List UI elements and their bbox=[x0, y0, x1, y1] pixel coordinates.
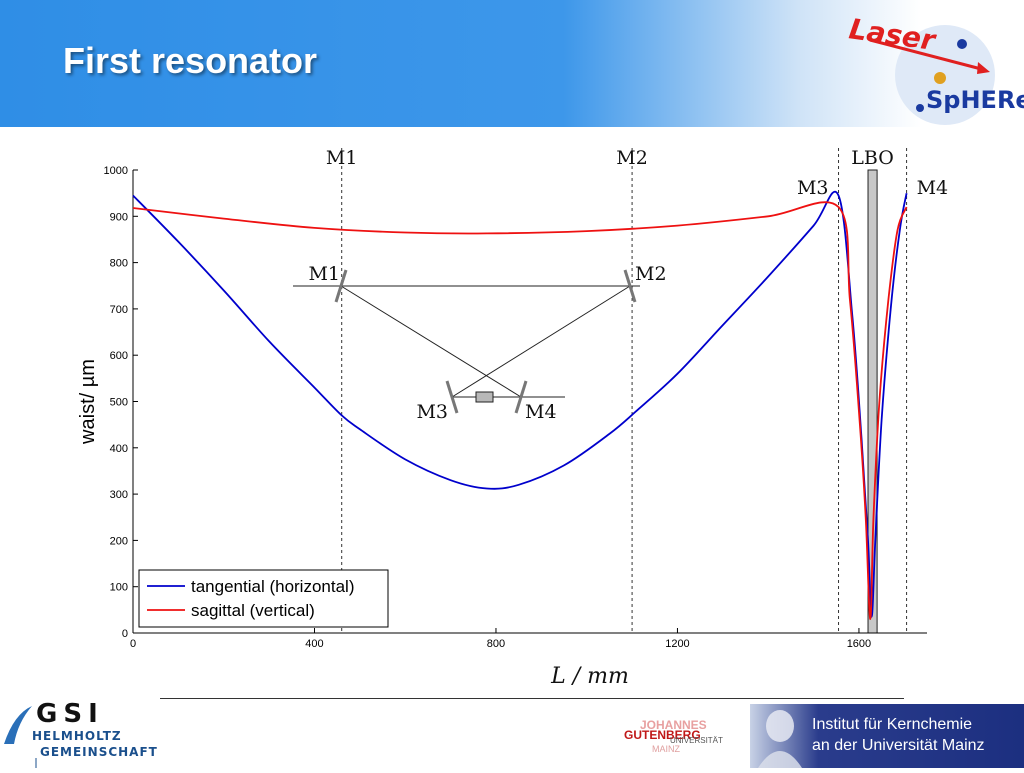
y-tick-label: 100 bbox=[110, 582, 128, 594]
laser-sphere-logo: Laser SpHERe bbox=[847, 12, 1024, 125]
gutenberg-logo: JOHANNES GUTENBERG UNIVERSITÄT MAINZ bbox=[600, 708, 760, 768]
chart-legend: tangential (horizontal) sagittal (vertica… bbox=[138, 569, 389, 628]
institute-banner: Institut für Kernchemie an der Universit… bbox=[750, 704, 1024, 768]
tangential-series-line bbox=[132, 190, 908, 618]
sagittal-series-line bbox=[132, 201, 908, 621]
inset-mirror-4 bbox=[514, 380, 528, 414]
laser-beam-arrow bbox=[869, 38, 986, 72]
gsi-helmholtz-logo: GSI HELMHOLTZ GEMEINSCHAFT bbox=[0, 696, 160, 768]
helmholtz-line1: HELMHOLTZ bbox=[32, 729, 122, 743]
page-title: First resonator bbox=[63, 40, 318, 81]
chart-axes: 0 400 800 1200 1600 0 100 200 300 400 500 600 700 800… bbox=[77, 165, 927, 689]
laser-arrow-head-icon bbox=[977, 62, 990, 74]
gutenberg-portrait-icon bbox=[758, 710, 802, 768]
chart-series bbox=[132, 190, 908, 621]
resonator-inset: M1 M2 M3 M4 bbox=[293, 263, 667, 423]
helmholtz-line2: GEMEINSCHAFT bbox=[40, 745, 158, 759]
y-tick-label: 300 bbox=[110, 489, 128, 501]
header-bar bbox=[0, 0, 1024, 127]
inset-mirror-3 bbox=[445, 380, 459, 414]
x-tick-label: 1600 bbox=[847, 638, 871, 650]
gsi-word: GSI bbox=[36, 699, 104, 729]
inset-crystal bbox=[475, 391, 494, 403]
y-tick-label: 700 bbox=[110, 304, 128, 316]
x-axis-label: L / mm bbox=[550, 664, 629, 689]
y-tick-label: 500 bbox=[110, 397, 128, 409]
atom-dot-icon bbox=[957, 39, 967, 49]
institute-name: Institut für Kernchemie an der Universit… bbox=[812, 714, 985, 756]
x-tick-label: 800 bbox=[487, 638, 505, 650]
gutenberg-line3: UNIVERSITÄT bbox=[670, 736, 723, 745]
x-tick-label: 400 bbox=[305, 638, 323, 650]
inset-label-m2: M2 bbox=[635, 263, 667, 285]
mirror-label-m2: M2 bbox=[616, 147, 648, 169]
y-tick-label: 800 bbox=[110, 258, 128, 270]
y-axis-label: waist/ µm bbox=[77, 359, 99, 445]
sphere-word: SpHERe bbox=[926, 86, 1024, 114]
legend-label-1: tangential (horizontal) bbox=[191, 577, 354, 596]
institute-line1: Institut für Kernchemie bbox=[812, 716, 973, 733]
helmholtz-swoosh-icon bbox=[4, 706, 32, 744]
y-tick-label: 900 bbox=[110, 211, 128, 223]
gutenberg-line1: JOHANNES bbox=[640, 718, 707, 732]
mirror-label-m1: M1 bbox=[326, 147, 358, 169]
gutenberg-line4: MAINZ bbox=[652, 744, 680, 754]
inset-label-m1: M1 bbox=[308, 263, 340, 285]
institute-line2: an der Universität Mainz bbox=[812, 737, 985, 754]
inset-label-m3: M3 bbox=[416, 401, 448, 423]
y-tick-label: 0 bbox=[122, 628, 128, 640]
inset-mirror-2 bbox=[623, 269, 637, 303]
mirror-markers: LBO M1 M2 M3 M4 bbox=[326, 147, 949, 634]
y-tick-label: 200 bbox=[110, 535, 128, 547]
waist-chart: LBO M1 M2 M3 M4 0 400 800 1200 1600 0 100 200 300 400… bbox=[77, 147, 949, 689]
inset-beam-m1-m4 bbox=[340, 285, 522, 398]
y-tick-label: 400 bbox=[110, 443, 128, 455]
atom-dot-icon-2 bbox=[916, 104, 924, 112]
atom-nucleus-icon bbox=[934, 72, 946, 84]
x-tick-label: 0 bbox=[130, 638, 136, 650]
y-tick-label: 1000 bbox=[104, 165, 128, 177]
inset-label-m4: M4 bbox=[525, 401, 557, 423]
laser-word: Laser bbox=[847, 12, 939, 57]
y-tick-label: 600 bbox=[110, 350, 128, 362]
x-tick-label: 1200 bbox=[665, 638, 689, 650]
inset-mirror-1 bbox=[334, 269, 348, 303]
footer-divider bbox=[160, 698, 904, 699]
mirror-label-m3: M3 bbox=[797, 177, 829, 199]
gsi-logo-graphic: GSI bbox=[4, 699, 104, 768]
inset-beam-m2-m3 bbox=[451, 285, 631, 398]
lbo-label: LBO bbox=[851, 147, 894, 169]
legend-box bbox=[138, 569, 389, 628]
gutenberg-line2: GUTENBERG bbox=[624, 728, 701, 742]
legend-label-2: sagittal (vertical) bbox=[191, 601, 315, 620]
mirror-label-m4: M4 bbox=[917, 177, 949, 199]
